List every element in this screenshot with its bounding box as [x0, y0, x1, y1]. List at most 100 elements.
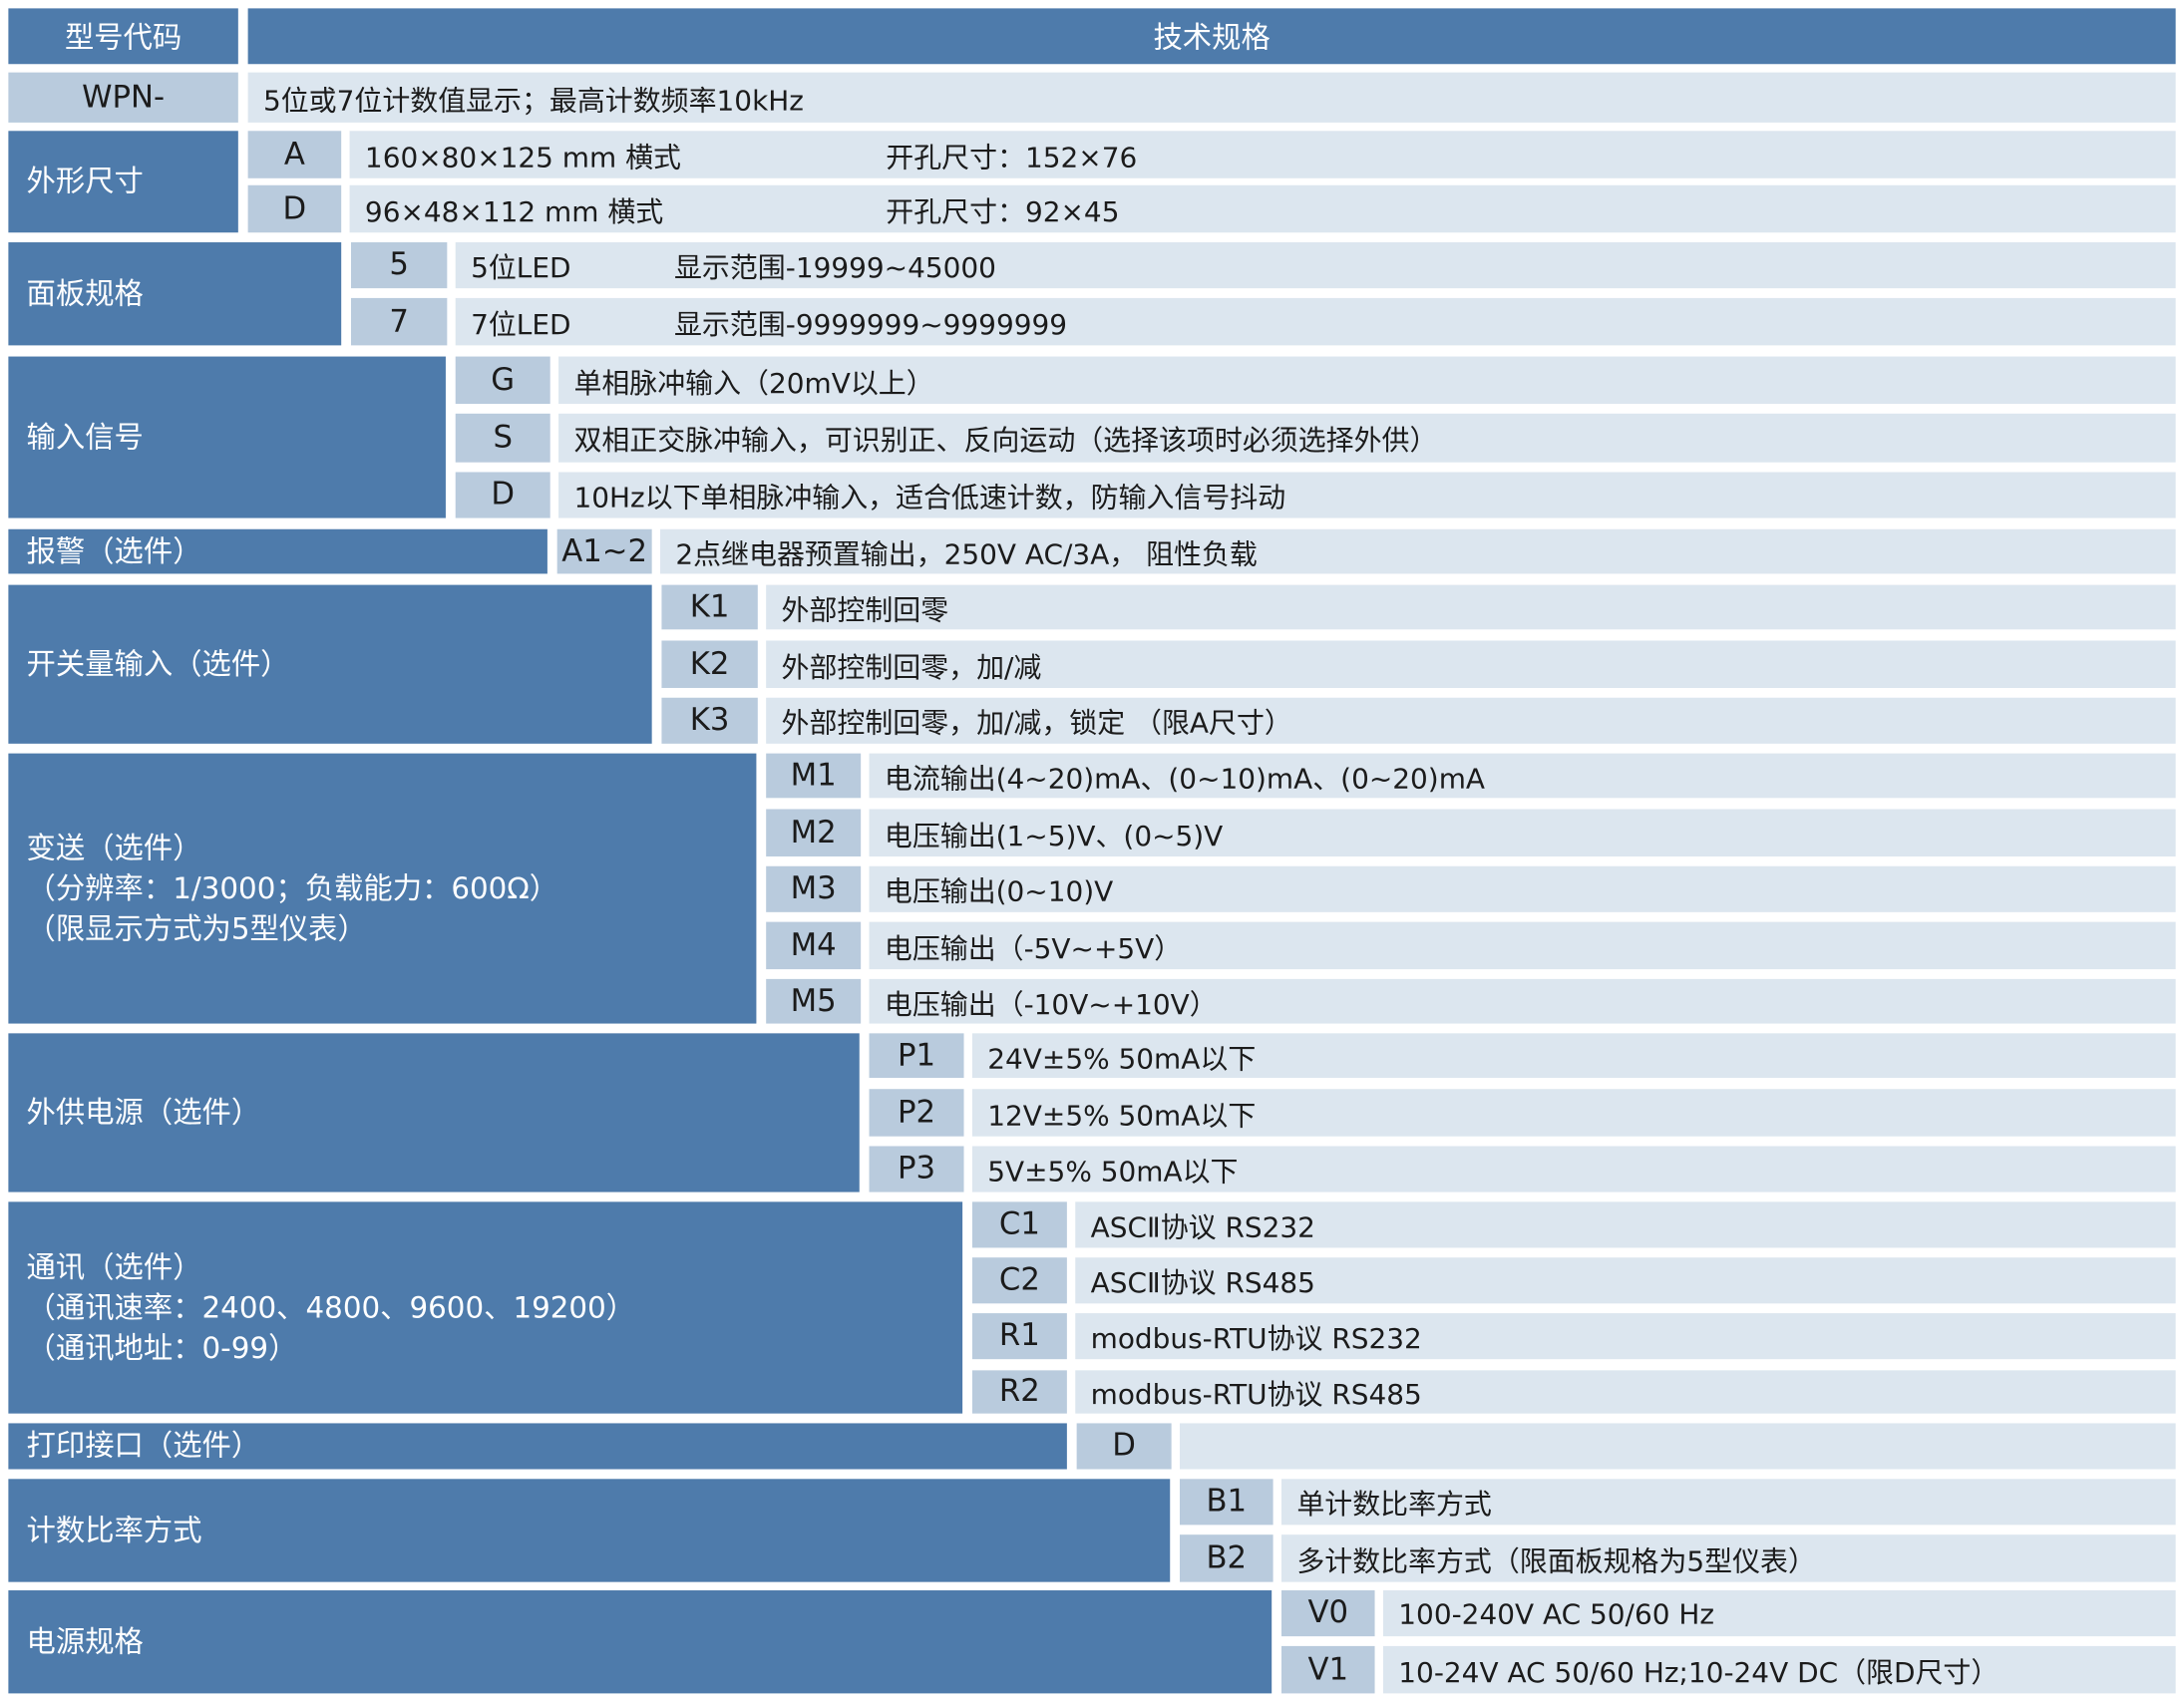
group-label-cell: 输入信号	[8, 356, 446, 518]
option-code: B2	[1180, 1534, 1274, 1582]
group-label: 计数比率方式	[27, 1511, 202, 1551]
group-title: 输入信号	[26, 420, 144, 454]
option-desc: 100-240V AC 50/60 Hz	[1382, 1590, 2176, 1637]
option-desc-text: 96×48×112 mm 横式	[364, 193, 664, 228]
group-label-cell: 外形尺寸	[8, 131, 238, 233]
option-desc-text: 160×80×125 mm 横式	[364, 140, 681, 173]
option-desc-text: 电压输出(0~10)V	[884, 874, 1114, 908]
option-desc: 10Hz以下单相脉冲输入，适合低速计数，防输入信号抖动	[558, 472, 2176, 518]
group-label: 输入信号	[27, 417, 144, 458]
option-desc-text: 双相正交脉冲输入，可识别正、反向运动（选择该项时必须选择外供）	[573, 423, 1438, 458]
option-desc-text: 外部控制回零，加/减	[781, 649, 1042, 684]
option-code: K3	[661, 697, 758, 744]
option-desc-text: 7位LED	[471, 306, 571, 341]
option-desc-text: 24V±5% 50mA以下	[987, 1041, 1257, 1075]
option-desc-text: modbus-RTU协议 RS485	[1090, 1377, 1422, 1411]
option-code: P3	[869, 1146, 964, 1192]
option-code: D	[455, 472, 550, 518]
group-note: （分辨率：1/3000；负载能力：600Ω）	[26, 870, 559, 905]
option-desc: modbus-RTU协议 RS232	[1075, 1313, 2176, 1360]
option-desc-extra: 显示范围-19999~45000	[674, 250, 996, 284]
option-desc-text: 电压输出（-5V~+5V）	[884, 930, 1183, 965]
option-desc: 多计数比率方式（限面板规格为5型仪表）	[1280, 1534, 2176, 1582]
option-code: M2	[766, 809, 862, 856]
option-desc: 12V±5% 50mA以下	[971, 1089, 2176, 1137]
option-desc: 电压输出(0~10)V	[869, 865, 2176, 912]
option-desc-text: 100-240V AC 50/60 Hz	[1398, 1596, 1715, 1630]
option-code: P2	[869, 1089, 964, 1137]
option-code: B1	[1180, 1479, 1274, 1526]
model-code: WPN-	[8, 72, 238, 123]
option-desc-text: 单计数比率方式	[1296, 1487, 1492, 1522]
option-desc-text: 多计数比率方式（限面板规格为5型仪表）	[1296, 1543, 1816, 1577]
group-title: 计数比率方式	[26, 1513, 202, 1547]
option-code: V0	[1280, 1590, 1375, 1637]
group-title: 开关量输入（选件）	[26, 646, 290, 681]
option-desc: 单相脉冲输入（20mV以上）	[558, 356, 2176, 405]
option-code: V1	[1280, 1645, 1375, 1694]
option-code: 5	[350, 242, 448, 289]
group-label-cell: 计数比率方式	[8, 1479, 1171, 1582]
option-desc: 单计数比率方式	[1280, 1479, 2176, 1526]
option-desc: 2点继电器预置输出，250V AC/3A， 阻性负载	[660, 528, 2176, 574]
group-label: 外形尺寸	[27, 162, 144, 202]
option-desc: 电压输出(1~5)V、(0~5)V	[869, 809, 2176, 856]
group-title: 打印接口（选件）	[26, 1429, 261, 1463]
option-desc-text: 2点继电器预置输出，250V AC/3A， 阻性负载	[675, 536, 1258, 570]
group-label: 开关量输入（选件）	[27, 644, 290, 685]
model-desc: 5位或7位计数值显示；最高计数频率10kHz	[247, 72, 2176, 123]
option-code: R2	[971, 1370, 1067, 1414]
option-desc: 外部控制回零，加/减	[766, 640, 2176, 688]
group-label-cell: 外供电源（选件）	[8, 1033, 860, 1192]
option-desc: 7位LED 显示范围-9999999~9999999	[455, 297, 2176, 346]
option-code: D	[247, 184, 342, 233]
group-label: 通讯（选件） （通讯速率：2400、4800、9600、19200） （通讯地址：0…	[27, 1247, 636, 1369]
group-label: 变送（选件） （分辨率：1/3000；负载能力：600Ω） （限显示方式为5型仪表）	[27, 828, 559, 949]
group-label-cell: 通讯（选件） （通讯速率：2400、4800、9600、19200） （通讯地址：0…	[8, 1201, 963, 1414]
option-code: A	[247, 131, 342, 178]
option-code: C2	[971, 1257, 1067, 1304]
option-desc: 160×80×125 mm 横式 开孔尺寸：152×76	[349, 131, 2176, 178]
option-code: M3	[766, 865, 862, 912]
group-label: 外供电源（选件）	[27, 1093, 261, 1134]
group-title: 电源规格	[26, 1624, 144, 1658]
group-label-cell: 变送（选件） （分辨率：1/3000；负载能力：600Ω） （限显示方式为5型仪表）	[8, 753, 757, 1024]
option-desc-text: modbus-RTU协议 RS232	[1090, 1321, 1422, 1355]
option-code: G	[455, 356, 550, 405]
option-desc-text: 电流输出(4~20)mA、(0~10)mA、(0~20)mA	[884, 761, 1486, 795]
option-desc: 24V±5% 50mA以下	[971, 1033, 2176, 1079]
group-label-cell: 打印接口（选件）	[8, 1423, 1067, 1470]
option-desc: modbus-RTU协议 RS485	[1075, 1370, 2176, 1414]
option-desc-extra: 开孔尺寸：152×76	[886, 140, 1138, 173]
group-label: 面板规格	[27, 273, 144, 314]
group-title: 外供电源（选件）	[26, 1095, 261, 1130]
option-desc-text: 5位LED	[471, 250, 571, 284]
option-code: M1	[766, 753, 862, 799]
option-desc-text: 单相脉冲输入（20mV以上）	[573, 365, 934, 400]
option-desc-extra: 开孔尺寸：92×45	[886, 193, 1120, 228]
option-code: M4	[766, 921, 862, 970]
option-code: S	[455, 413, 550, 463]
option-desc-text: 10-24V AC 50/60 Hz;10-24V DC（限D尺寸）	[1398, 1654, 2000, 1689]
group-label: 打印接口（选件）	[27, 1426, 261, 1467]
group-label-cell: 开关量输入（选件）	[8, 584, 652, 744]
option-desc-text: ASCⅡ协议 RS232	[1090, 1209, 1315, 1244]
group-title: 通讯（选件）	[26, 1249, 202, 1284]
option-desc	[1180, 1423, 2176, 1470]
option-desc-text: 电压输出(1~5)V、(0~5)V	[884, 818, 1224, 852]
group-note: （通讯地址：0-99）	[26, 1330, 298, 1365]
option-desc-text: ASCⅡ协议 RS485	[1090, 1265, 1315, 1300]
option-code: 7	[350, 297, 448, 346]
header-code-label: 型号代码	[8, 8, 238, 65]
option-desc: 10-24V AC 50/60 Hz;10-24V DC（限D尺寸）	[1382, 1645, 2176, 1694]
option-desc-text: 外部控制回零，加/减，锁定 （限A尺寸）	[781, 706, 1292, 740]
option-desc-text: 12V±5% 50mA以下	[987, 1098, 1257, 1132]
option-desc: 外部控制回零	[766, 584, 2176, 630]
option-code: K2	[661, 640, 758, 688]
option-desc: 双相正交脉冲输入，可识别正、反向运动（选择该项时必须选择外供）	[558, 413, 2176, 463]
group-note: （限显示方式为5型仪表）	[26, 911, 367, 945]
option-desc: ASCⅡ协议 RS232	[1075, 1201, 2176, 1248]
option-desc-text: 电压输出（-10V~+10V）	[884, 986, 1218, 1021]
option-desc: 电压输出（-10V~+10V）	[869, 978, 2176, 1024]
